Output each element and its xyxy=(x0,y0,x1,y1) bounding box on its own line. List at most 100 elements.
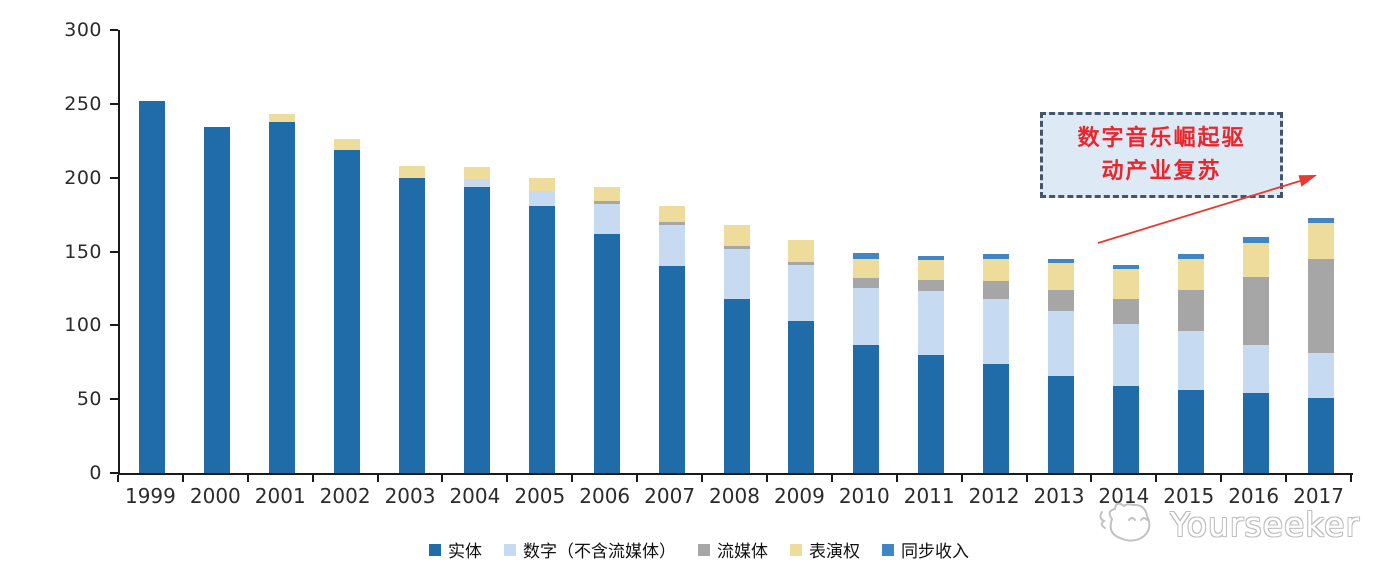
x-axis-label: 2009 xyxy=(773,484,825,508)
bar-segment-2013 xyxy=(1047,258,1074,264)
watermark-text: Yourseeker xyxy=(1170,504,1361,544)
bar-segment-2011 xyxy=(918,291,945,355)
bar-segment-2012 xyxy=(983,254,1010,259)
bar-segment-2009 xyxy=(788,264,815,321)
y-axis-label: 250 xyxy=(64,92,102,115)
bar-segment-2009 xyxy=(788,320,815,473)
bar-segment-2014 xyxy=(1112,269,1139,299)
y-axis-label: 100 xyxy=(64,314,102,337)
legend-label: 同步收入 xyxy=(901,542,969,562)
annotation-text-line1: 数字音乐崛起驱 xyxy=(1077,125,1246,151)
legend-label: 实体 xyxy=(448,542,482,562)
x-axis-label: 2000 xyxy=(189,484,241,508)
y-axis-tick xyxy=(110,398,118,401)
bar-segment-2008 xyxy=(723,298,750,473)
y-axis-tick xyxy=(110,29,118,31)
legend: 实体 数字（不含流媒体） 流媒体 表演权 同步收入 xyxy=(0,537,1398,562)
bar-segment-2015 xyxy=(1177,254,1204,259)
x-axis-tick xyxy=(181,475,184,482)
bar-segment-2012 xyxy=(983,281,1010,299)
bar-segment-2013 xyxy=(1047,289,1074,311)
x-axis-tick xyxy=(246,475,249,482)
x-axis-tick xyxy=(765,475,768,482)
bar-segment-2002 xyxy=(334,139,361,150)
x-axis-tick xyxy=(830,475,833,482)
bar-segment-2005 xyxy=(528,177,555,191)
bar-segment-2017 xyxy=(1307,258,1334,354)
bar-segment-2016 xyxy=(1242,393,1269,473)
y-axis-tick xyxy=(110,250,118,253)
bar-segment-2008 xyxy=(723,248,750,299)
bar-segment-2006 xyxy=(593,186,620,202)
x-axis-label: 2014 xyxy=(1098,484,1150,508)
legend-swatch-icon xyxy=(882,543,894,556)
legend-item: 表演权 xyxy=(790,537,860,562)
x-axis-tick xyxy=(701,475,704,482)
x-axis-tick xyxy=(376,475,379,482)
legend-swatch-icon xyxy=(429,543,441,556)
legend-label: 表演权 xyxy=(809,542,860,562)
x-axis-tick xyxy=(441,475,444,482)
x-axis-label: 2013 xyxy=(1033,484,1085,508)
bar-segment-2007 xyxy=(658,266,685,473)
y-axis-label: 0 xyxy=(89,462,102,484)
x-axis-tick xyxy=(960,475,963,482)
x-axis-label: 2015 xyxy=(1163,484,1215,508)
bar-segment-2003 xyxy=(399,165,426,178)
x-axis-label: 2003 xyxy=(384,484,436,508)
bar-segment-2017 xyxy=(1307,223,1334,259)
legend-item: 同步收入 xyxy=(882,537,969,562)
y-axis-label: 200 xyxy=(64,166,102,189)
annotation-text-line2: 动产业复苏 xyxy=(1101,158,1222,184)
legend-item: 数字（不含流媒体） xyxy=(504,537,676,562)
bar-segment-2002 xyxy=(334,149,361,473)
bar-segment-2015 xyxy=(1177,289,1204,332)
bar-segment-2007 xyxy=(658,205,685,222)
x-axis-label: 2002 xyxy=(319,484,371,508)
bar-segment-2009 xyxy=(788,239,815,262)
bar-segment-2010 xyxy=(853,258,880,279)
bar-segment-2010 xyxy=(853,252,880,259)
bar-segment-2006 xyxy=(593,201,620,205)
bar-segment-2007 xyxy=(658,224,685,267)
bar-segment-2017 xyxy=(1307,217,1334,224)
x-axis-label: 1999 xyxy=(124,484,176,508)
y-axis-tick xyxy=(110,102,118,105)
bar-segment-2004 xyxy=(463,167,490,180)
bar-segment-2008 xyxy=(723,245,750,249)
x-axis-tick xyxy=(117,475,119,482)
bar-segment-2010 xyxy=(853,278,880,289)
bar-segment-2015 xyxy=(1177,258,1204,290)
legend-item: 实体 xyxy=(429,537,482,562)
bar-segment-2011 xyxy=(918,279,945,292)
y-axis-label: 50 xyxy=(76,388,102,411)
legend-swatch-icon xyxy=(504,543,516,556)
bar-segment-2013 xyxy=(1047,310,1074,376)
bar-segment-2015 xyxy=(1177,390,1204,473)
bar-segment-2003 xyxy=(399,177,426,473)
bar-segment-2005 xyxy=(528,205,555,473)
x-axis-tick xyxy=(636,475,639,482)
bar-segment-2011 xyxy=(918,255,945,261)
x-axis-label: 2010 xyxy=(838,484,890,508)
y-axis-label: 150 xyxy=(64,240,102,263)
bar-segment-2008 xyxy=(723,224,750,246)
watermark-logo-icon xyxy=(1099,502,1151,542)
bar-segment-2004 xyxy=(463,186,490,473)
bar-segment-2016 xyxy=(1242,276,1269,345)
y-axis-label: 300 xyxy=(64,19,102,41)
bar-segment-2013 xyxy=(1047,263,1074,290)
x-axis-tick xyxy=(506,475,509,482)
x-axis-tick xyxy=(1155,475,1158,482)
bar-segment-2005 xyxy=(528,190,555,206)
x-axis-label: 2017 xyxy=(1293,484,1344,508)
bar-segment-2004 xyxy=(463,179,490,187)
y-axis-tick xyxy=(110,472,118,474)
bar-segment-2006 xyxy=(593,204,620,234)
y-axis-tick xyxy=(110,176,118,179)
bar-segment-2001 xyxy=(269,121,296,473)
bar-segment-2014 xyxy=(1112,385,1139,473)
bar-segment-2017 xyxy=(1307,397,1334,473)
bar-segment-2010 xyxy=(853,344,880,473)
